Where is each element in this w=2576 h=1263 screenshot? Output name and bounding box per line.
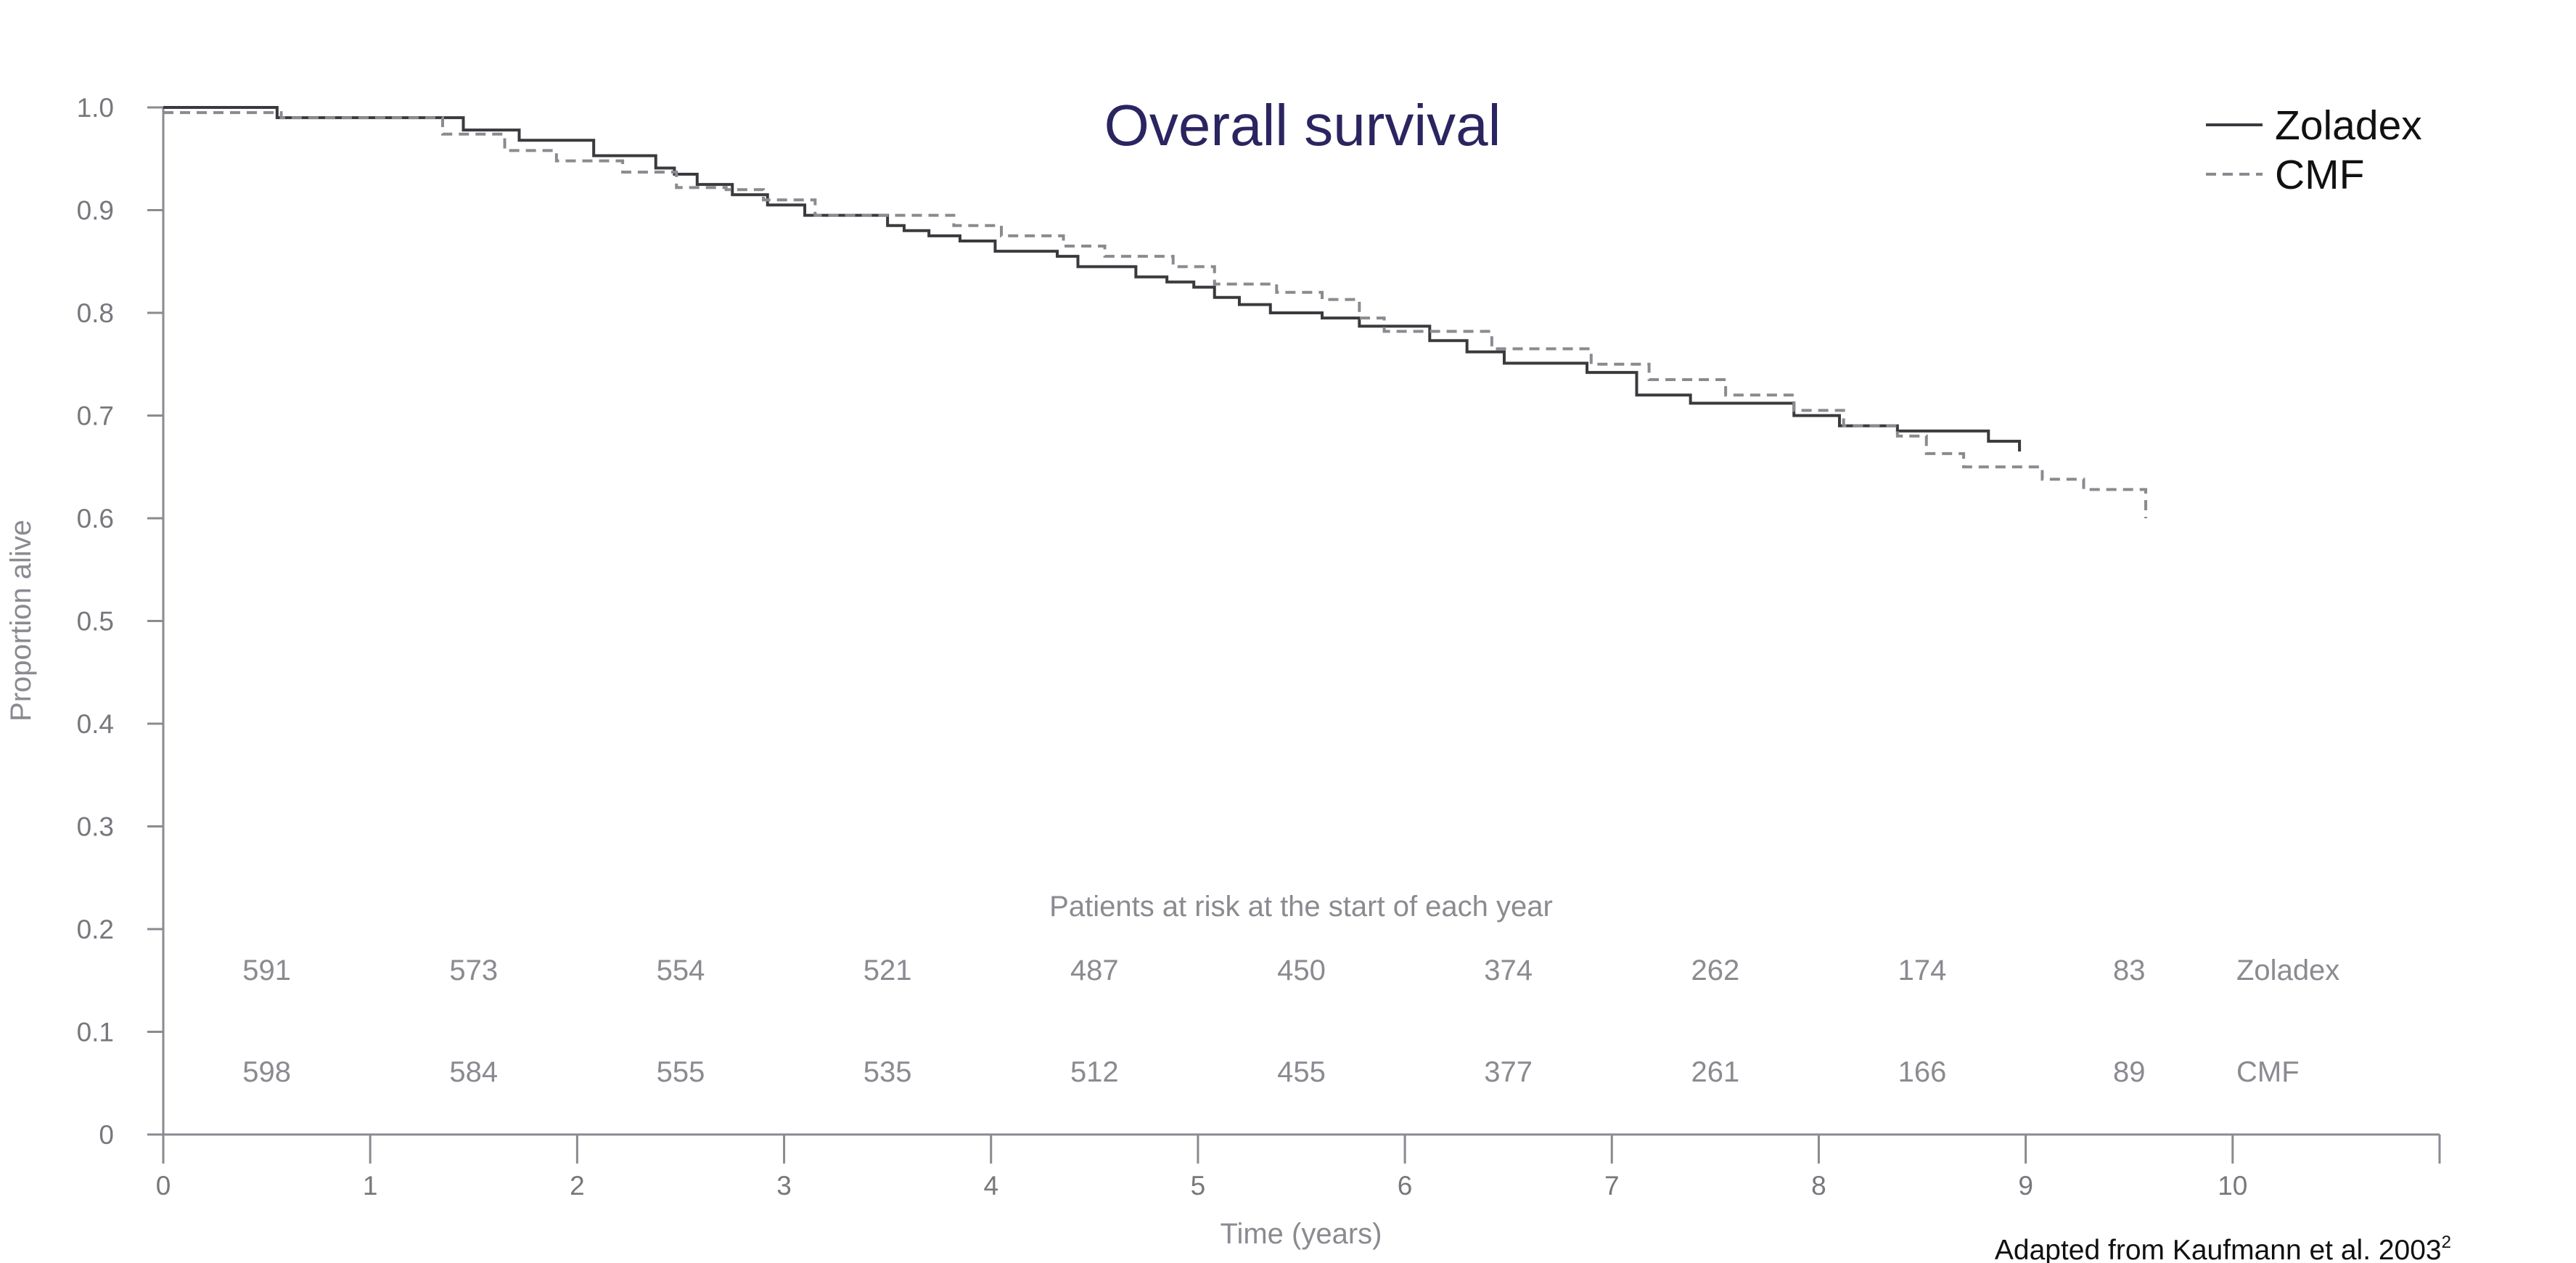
legend-label-cmf: CMF: [2275, 152, 2364, 198]
at-risk-count: 584: [449, 1056, 498, 1088]
y-tick-label: 0.9: [77, 196, 114, 226]
y-ticks: 0 0.1 0.2 0.3 0.4 0.5 0.6 0.7 0.8 0.9 1.0: [77, 93, 163, 1150]
source-note-superscript: 2: [2442, 1233, 2451, 1252]
y-tick-label: 0: [99, 1120, 114, 1150]
at-risk-count: 450: [1277, 955, 1326, 986]
series-line-cmf: [163, 111, 2148, 518]
y-tick-label: 0.8: [77, 298, 114, 328]
legend-item-cmf: CMF: [2206, 152, 2364, 198]
at-risk-count: 261: [1691, 1056, 1739, 1088]
y-tick-label: 0.7: [77, 401, 114, 431]
at-risk-row-cmf: 598 584 555 535 512 455 377 261 166 89 CMF: [242, 1056, 2299, 1088]
at-risk-count: 591: [242, 955, 291, 986]
y-tick-label: 0.5: [77, 607, 114, 637]
y-tick-label: 0.3: [77, 812, 114, 842]
legend-label-zoladex: Zoladex: [2275, 102, 2422, 149]
y-tick-label: 0.2: [77, 915, 114, 944]
x-tick-label: 1: [363, 1171, 378, 1201]
at-risk-count: 377: [1484, 1056, 1533, 1088]
x-tick-label: 4: [983, 1171, 998, 1201]
at-risk-row-label: Zoladex: [2236, 955, 2339, 986]
y-axis-label: Proportion alive: [5, 520, 37, 722]
at-risk-count: 174: [1898, 955, 1947, 986]
at-risk-count: 555: [657, 1056, 705, 1088]
at-risk-count: 598: [242, 1056, 291, 1088]
at-risk-count: 374: [1484, 955, 1533, 986]
x-ticks: 0 1 2 3 4 5 6 7 8 9 10: [156, 1135, 2441, 1201]
series-layer: [163, 106, 2148, 518]
x-tick-label: 5: [1191, 1171, 1206, 1201]
source-note-text: Adapted from Kaufmann et al. 2003: [1995, 1235, 2442, 1263]
x-tick-label: 10: [2218, 1171, 2247, 1201]
chart-title: Overall survival: [1104, 93, 1501, 158]
at-risk-row-label: CMF: [2236, 1056, 2300, 1088]
at-risk-count: 455: [1277, 1056, 1326, 1088]
x-tick-label: 2: [570, 1171, 585, 1201]
at-risk-count: 554: [657, 955, 705, 986]
at-risk-row-zoladex: 591 573 554 521 487 450 374 262 174 83 Zoladex: [242, 955, 2339, 986]
at-risk-count: 487: [1070, 955, 1119, 986]
y-tick-label: 0.1: [77, 1018, 114, 1047]
x-tick-label: 3: [776, 1171, 792, 1201]
at-risk-count: 535: [864, 1056, 912, 1088]
at-risk-count: 83: [2113, 955, 2146, 986]
x-tick-label: 0: [156, 1171, 171, 1201]
series-line-zoladex: [163, 106, 2022, 452]
at-risk-count: 89: [2113, 1056, 2146, 1088]
at-risk-count: 512: [1070, 1056, 1119, 1088]
at-risk-count: 573: [449, 955, 498, 986]
x-tick-label: 6: [1398, 1171, 1413, 1201]
y-tick-label: 0.4: [77, 709, 114, 739]
x-tick-label: 8: [1811, 1171, 1826, 1201]
legend-item-zoladex: Zoladex: [2206, 102, 2422, 149]
x-tick-label: 7: [1604, 1171, 1620, 1201]
x-axis-label: Time (years): [1221, 1218, 1382, 1250]
at-risk-count: 166: [1898, 1056, 1947, 1088]
at-risk-count: 521: [864, 955, 912, 986]
at-risk-table: Patients at risk at the start of each ye…: [242, 891, 2339, 1088]
y-tick-label: 1.0: [77, 93, 114, 123]
source-note: Adapted from Kaufmann et al. 20032: [1995, 1233, 2451, 1263]
at-risk-count: 262: [1691, 955, 1739, 986]
at-risk-title: Patients at risk at the start of each ye…: [1049, 891, 1553, 923]
x-tick-label: 9: [2018, 1171, 2033, 1201]
y-tick-label: 0.6: [77, 504, 114, 534]
legend: Zoladex CMF: [2206, 102, 2422, 198]
